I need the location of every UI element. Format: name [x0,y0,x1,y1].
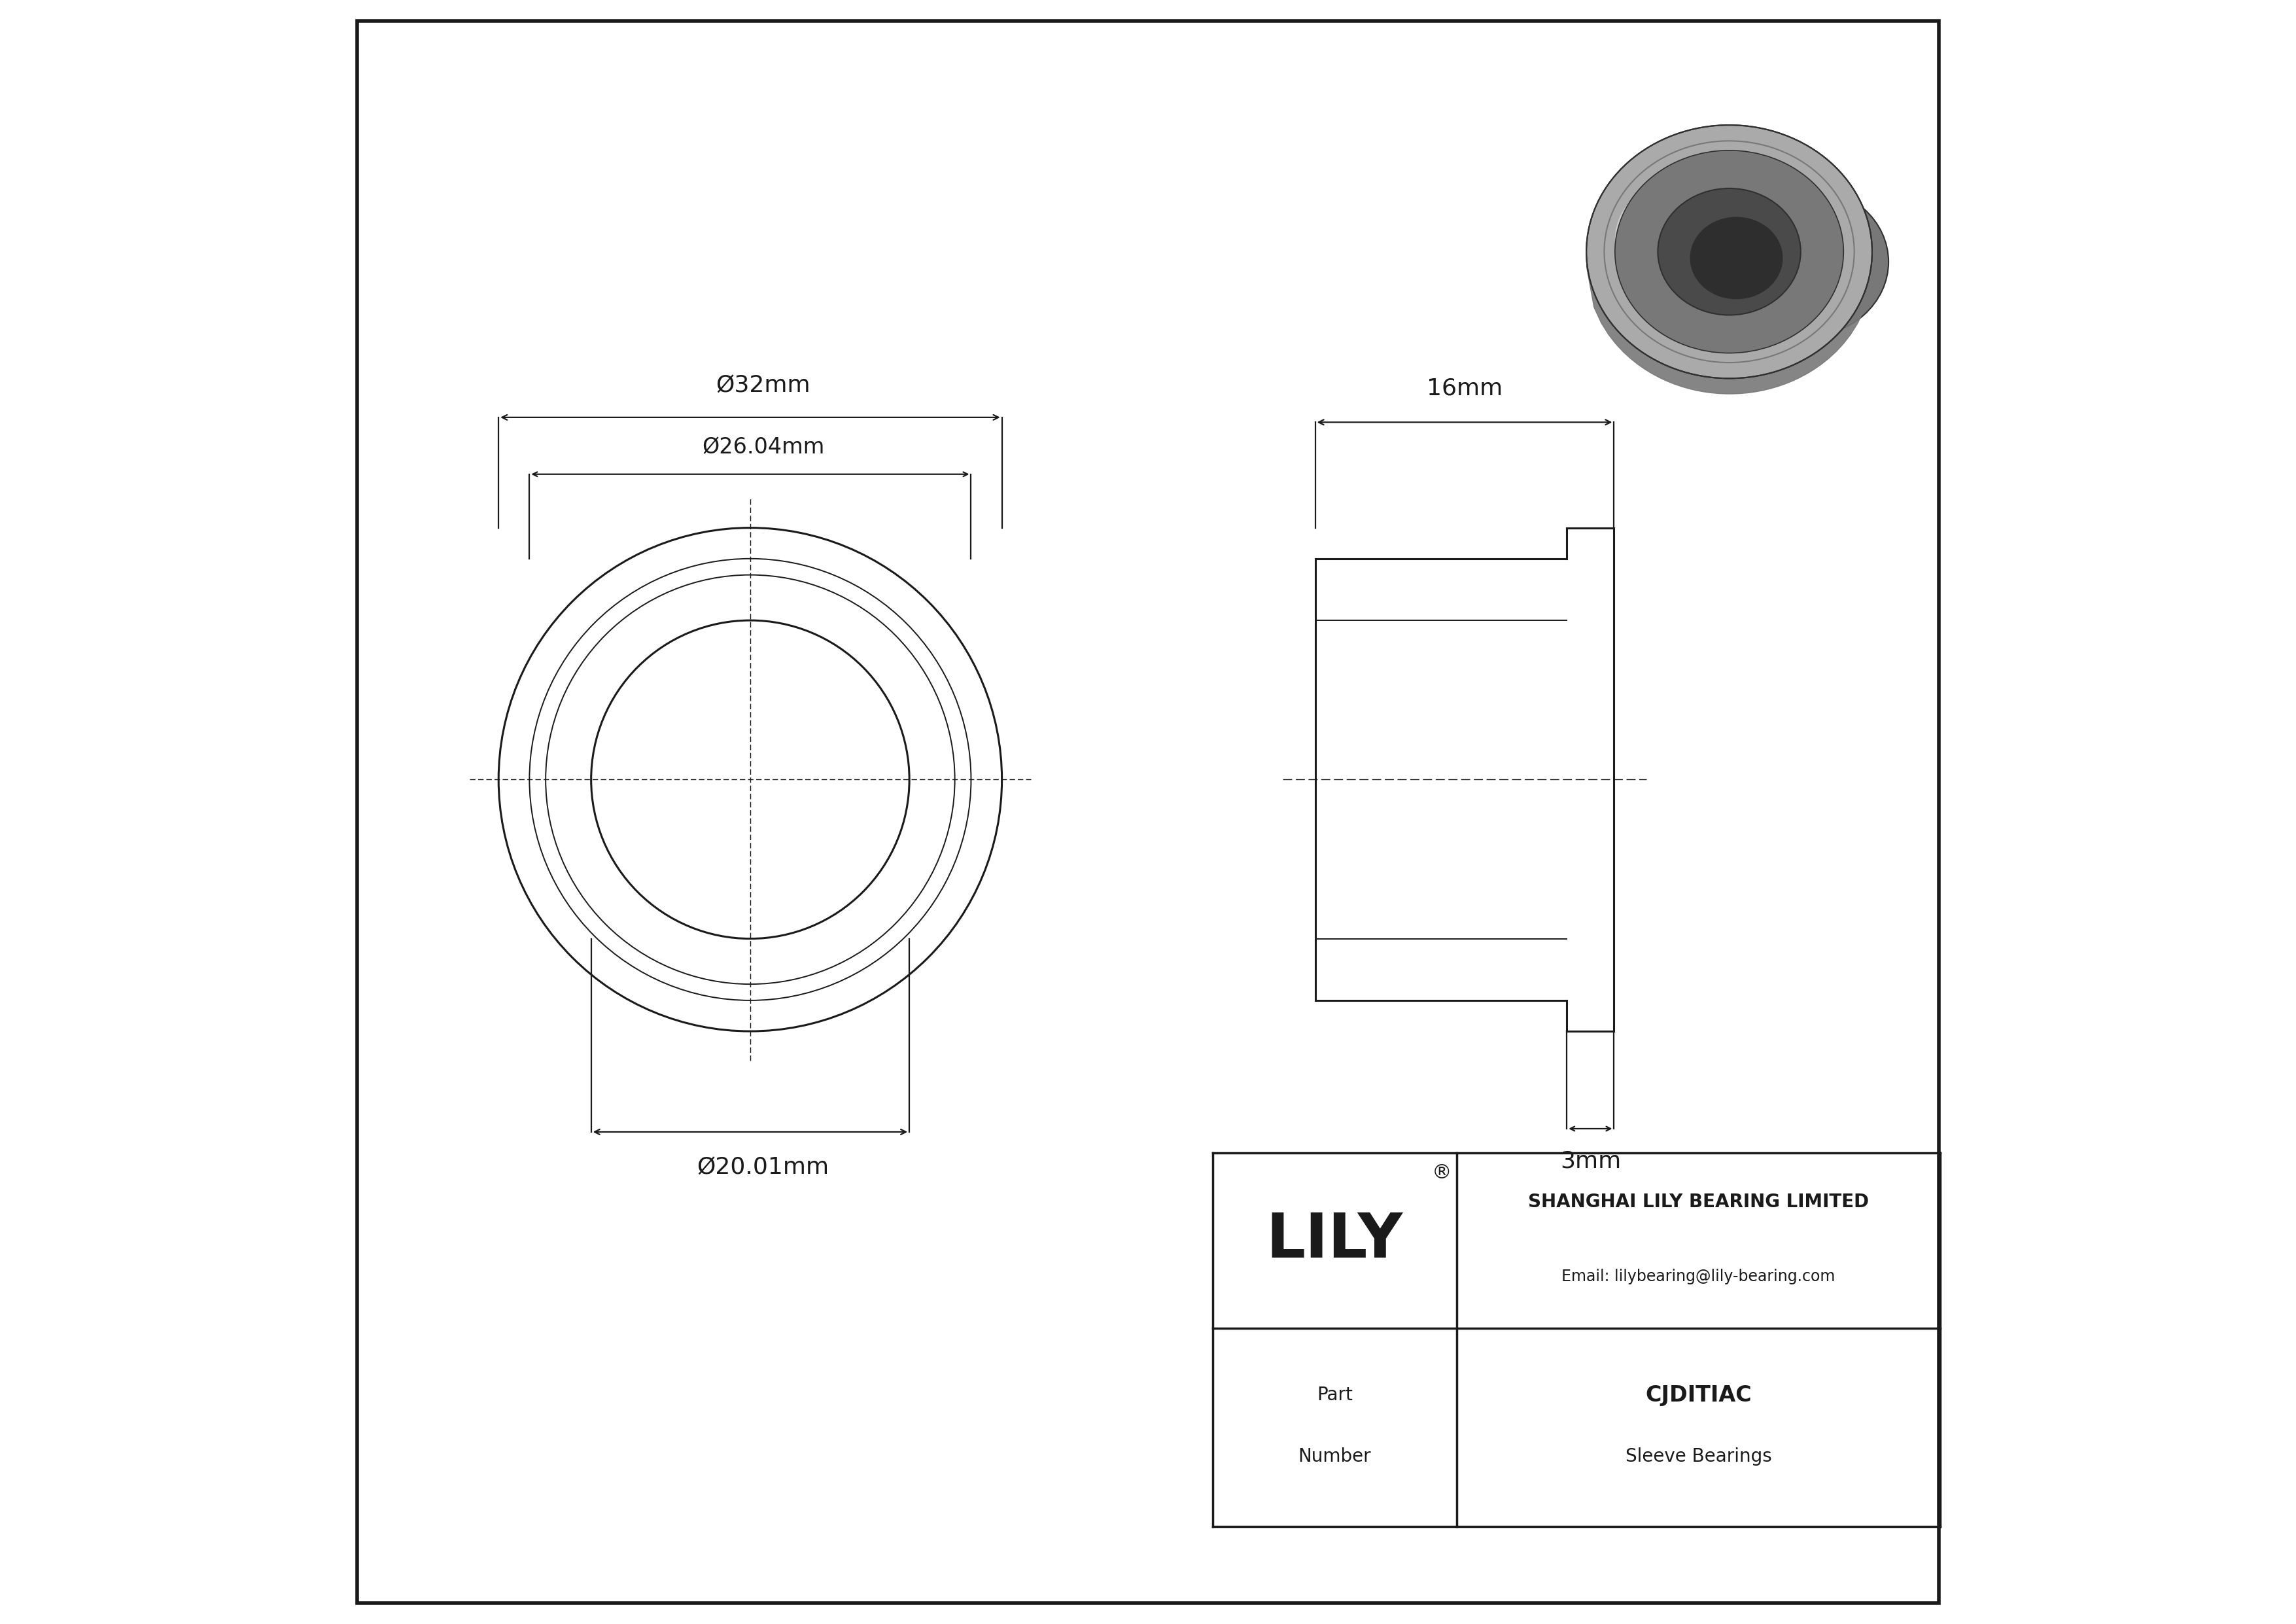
Text: LILY: LILY [1267,1210,1403,1272]
Ellipse shape [1658,188,1800,315]
Text: Part: Part [1318,1385,1352,1405]
Ellipse shape [1690,218,1782,299]
Text: 3mm: 3mm [1559,1150,1621,1173]
Text: Ø26.04mm: Ø26.04mm [703,437,824,458]
Text: Email: lilybearing@lily-bearing.com: Email: lilybearing@lily-bearing.com [1561,1268,1835,1285]
Ellipse shape [1717,187,1890,338]
Text: ®: ® [1433,1163,1451,1182]
Ellipse shape [1614,169,1800,309]
Text: 16mm: 16mm [1426,377,1502,400]
Ellipse shape [1614,151,1844,352]
Polygon shape [1729,190,1805,323]
Text: Sleeve Bearings: Sleeve Bearings [1626,1447,1773,1466]
Ellipse shape [1587,125,1871,378]
Polygon shape [1743,209,1779,235]
Text: Ø20.01mm: Ø20.01mm [698,1156,829,1179]
Text: SHANGHAI LILY BEARING LIMITED: SHANGHAI LILY BEARING LIMITED [1527,1192,1869,1212]
Text: Ø32mm: Ø32mm [716,374,810,396]
Text: Number: Number [1297,1447,1371,1466]
Text: CJDITIAC: CJDITIAC [1646,1384,1752,1406]
